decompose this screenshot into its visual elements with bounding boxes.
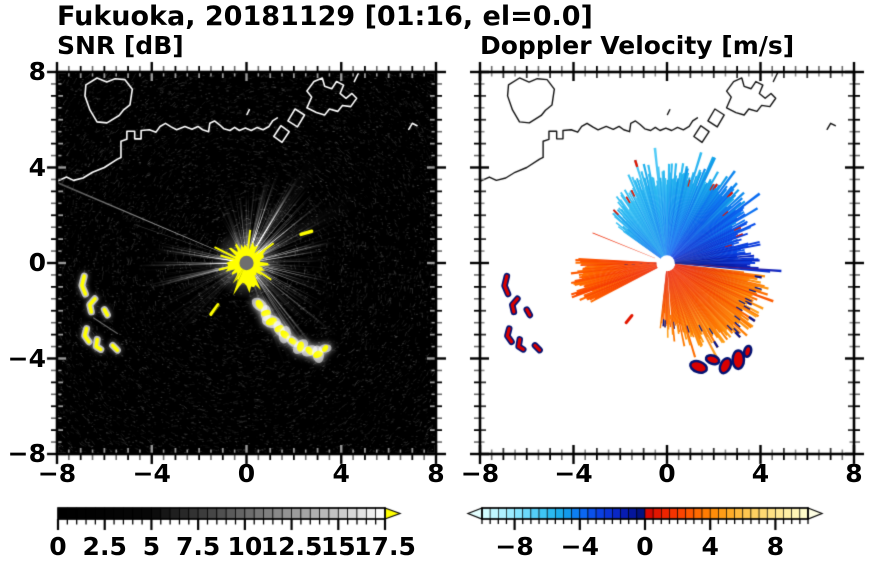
snr-x-tick-label: −8	[37, 459, 77, 488]
figure-title: Fukuoka, 20181129 [01:16, el=0.0]	[57, 1, 593, 32]
vel-colorbar-label: −4	[560, 532, 599, 561]
snr-y-tick-label: 8	[28, 57, 46, 86]
vel-x-tick-label: 4	[751, 459, 770, 488]
snr-y-tick-label: 0	[28, 248, 46, 277]
snr-x-tick-label: −4	[132, 459, 171, 488]
snr-colorbar-label: 10	[227, 532, 263, 561]
snr-colorbar-label: 15	[320, 532, 356, 561]
snr-colorbar-canvas	[46, 503, 418, 565]
vel-colorbar-label: 4	[701, 532, 719, 561]
snr-ppi-canvas	[43, 58, 450, 468]
snr-colorbar-label: 5	[142, 532, 161, 561]
vel-panel-title: Doppler Velocity [m/s]	[480, 31, 795, 60]
vel-colorbar-label: 8	[766, 532, 785, 561]
snr-y-tick-label: 4	[28, 152, 46, 182]
vel-colorbar-label: 0	[636, 532, 654, 561]
snr-x-tick-label: 4	[332, 459, 350, 488]
snr-colorbar-label: 7.5	[175, 532, 221, 561]
vel-x-tick-label: 0	[658, 459, 676, 488]
snr-colorbar-label: 0	[49, 532, 67, 561]
vel-x-tick-label: −4	[554, 459, 593, 488]
vel-x-tick-label: −8	[460, 459, 500, 488]
snr-x-tick-label: 8	[427, 459, 445, 488]
vel-colorbar-label: −8	[495, 532, 534, 561]
snr-panel-title: SNR [dB]	[57, 31, 184, 60]
vel-x-tick-label: 8	[845, 459, 863, 488]
snr-y-tick-label: −4	[7, 343, 46, 373]
snr-x-tick-label: 0	[237, 459, 256, 488]
snr-y-tick-label: −8	[7, 439, 46, 468]
snr-colorbar-label: 17.5	[354, 532, 416, 561]
snr-colorbar-label: 12.5	[260, 532, 323, 561]
vel-colorbar-canvas	[456, 503, 836, 565]
vel-ppi-canvas	[466, 58, 868, 468]
snr-colorbar-label: 2.5	[82, 532, 127, 561]
